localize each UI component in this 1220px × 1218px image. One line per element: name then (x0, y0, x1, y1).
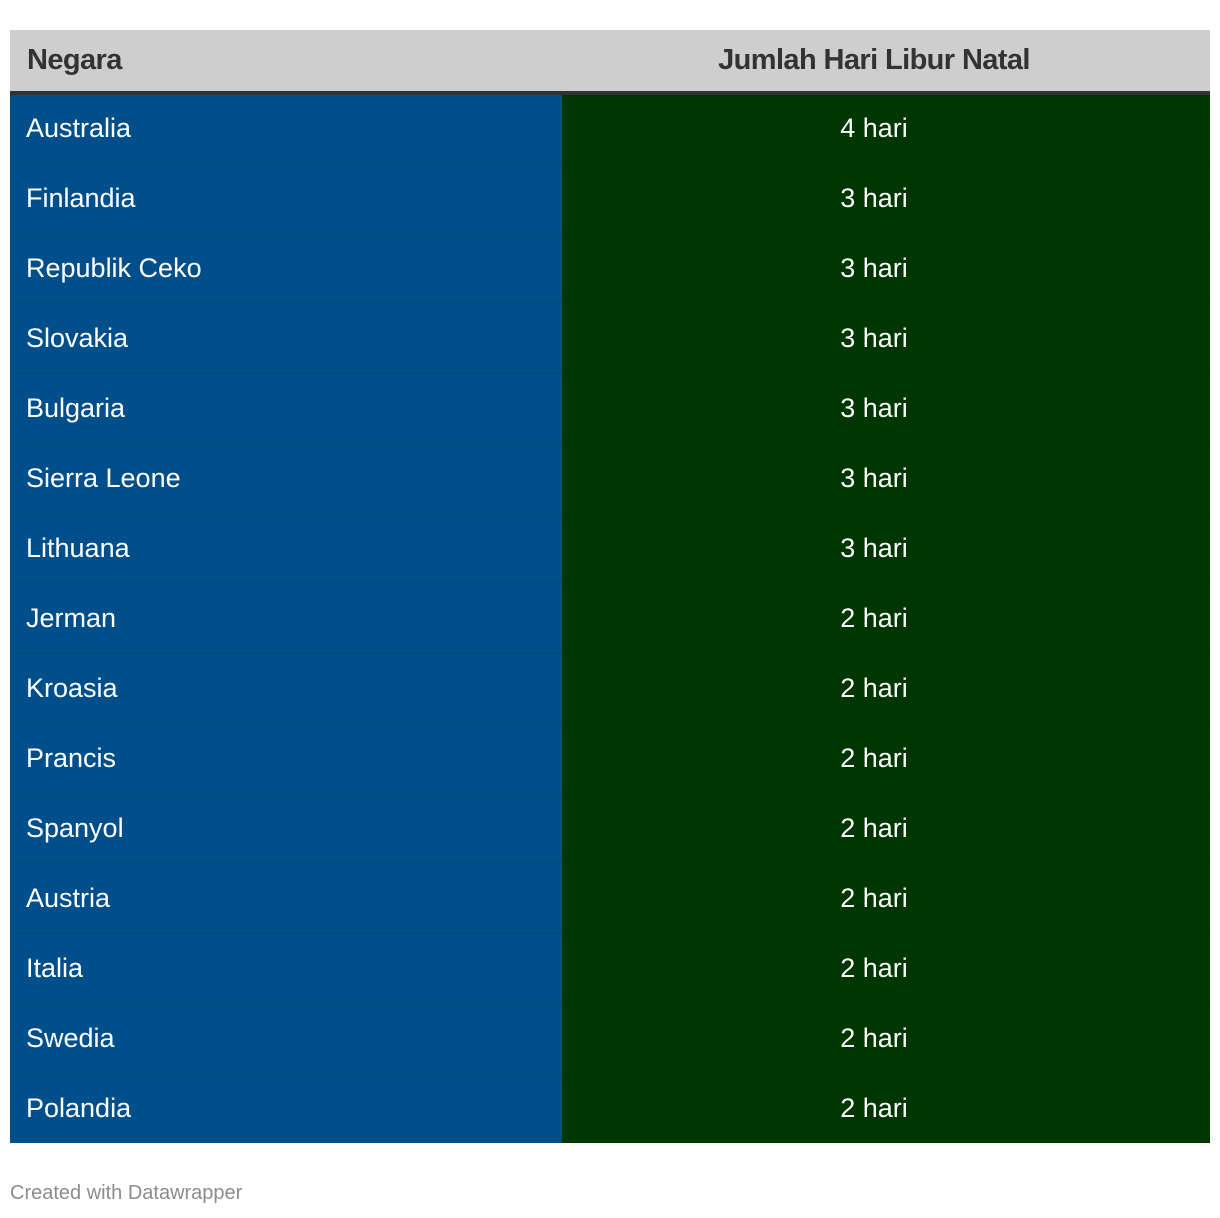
table-header-row: Negara Jumlah Hari Libur Natal (10, 30, 1210, 95)
table-row: Slovakia 3 hari (10, 302, 1210, 373)
cell-days: 3 hari (562, 232, 1210, 303)
cell-country: Australia (10, 93, 562, 163)
cell-country: Lithuana (10, 512, 562, 583)
holiday-table: Negara Jumlah Hari Libur Natal Australia… (10, 30, 1210, 1143)
cell-days: 4 hari (562, 93, 1210, 163)
cell-days: 2 hari (562, 1002, 1210, 1073)
table-row: Kroasia 2 hari (10, 652, 1210, 723)
table-row: Jerman 2 hari (10, 582, 1210, 653)
cell-days: 2 hari (562, 932, 1210, 1003)
table-row: Sierra Leone 3 hari (10, 442, 1210, 513)
table-row: Spanyol 2 hari (10, 792, 1210, 863)
table-row: Italia 2 hari (10, 932, 1210, 1003)
cell-days: 3 hari (562, 372, 1210, 443)
table-row: Lithuana 3 hari (10, 512, 1210, 583)
table-row: Republik Ceko 3 hari (10, 232, 1210, 303)
cell-days: 2 hari (562, 1072, 1210, 1143)
cell-days: 2 hari (562, 792, 1210, 863)
table-row: Finlandia 3 hari (10, 162, 1210, 233)
cell-country: Jerman (10, 582, 562, 653)
cell-country: Prancis (10, 722, 562, 793)
cell-days: 2 hari (562, 722, 1210, 793)
cell-days: 3 hari (562, 512, 1210, 583)
cell-country: Kroasia (10, 652, 562, 723)
table-row: Polandia 2 hari (10, 1072, 1210, 1143)
cell-days: 3 hari (562, 442, 1210, 513)
cell-country: Republik Ceko (10, 232, 562, 303)
table-row: Australia 4 hari (10, 93, 1210, 163)
cell-country: Swedia (10, 1002, 562, 1073)
column-header-country[interactable]: Negara (10, 30, 562, 95)
holiday-table-container: Negara Jumlah Hari Libur Natal Australia… (10, 30, 1210, 1143)
cell-country: Austria (10, 862, 562, 933)
cell-days: 2 hari (562, 652, 1210, 723)
cell-country: Spanyol (10, 792, 562, 863)
cell-country: Italia (10, 932, 562, 1003)
cell-country: Finlandia (10, 162, 562, 233)
cell-days: 2 hari (562, 862, 1210, 933)
table-row: Prancis 2 hari (10, 722, 1210, 793)
cell-country: Sierra Leone (10, 442, 562, 513)
cell-country: Polandia (10, 1072, 562, 1143)
column-header-days[interactable]: Jumlah Hari Libur Natal (562, 30, 1210, 95)
cell-country: Slovakia (10, 302, 562, 373)
cell-days: 3 hari (562, 162, 1210, 233)
cell-days: 2 hari (562, 582, 1210, 653)
table-body: Australia 4 hari Finlandia 3 hari Republik C… (10, 93, 1210, 1143)
table-row: Bulgaria 3 hari (10, 372, 1210, 443)
datawrapper-credit[interactable]: Created with Datawrapper (10, 1182, 243, 1204)
table-row: Austria 2 hari (10, 862, 1210, 933)
table-row: Swedia 2 hari (10, 1002, 1210, 1073)
cell-days: 3 hari (562, 302, 1210, 373)
cell-country: Bulgaria (10, 372, 562, 443)
